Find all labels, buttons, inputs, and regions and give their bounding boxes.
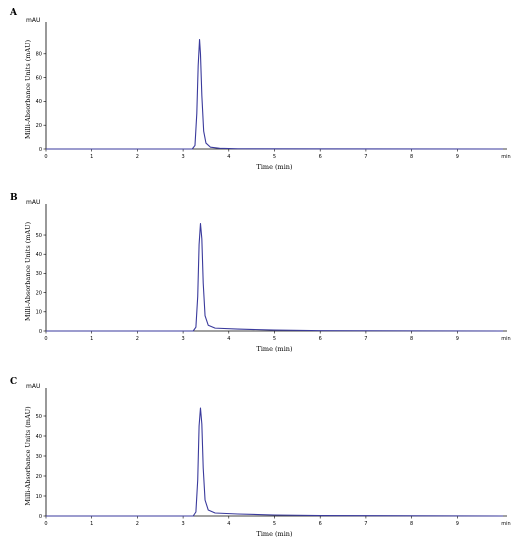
x-axis-title: Time (min) xyxy=(257,345,293,353)
x-tick-label: 4 xyxy=(227,154,230,160)
x-tick-label: 5 xyxy=(273,154,276,160)
x-tick-label: 8 xyxy=(410,521,413,527)
y-axis-title: Milli-Absorbance Units (mAU) xyxy=(24,39,32,139)
y-unit-label: mAU xyxy=(26,199,40,206)
x-tick-label: 0 xyxy=(44,154,47,160)
y-unit-label: mAU xyxy=(26,383,40,390)
x-axis-title: Time (min) xyxy=(257,530,293,538)
x-unit-label: min xyxy=(501,154,510,160)
x-tick-label: 3 xyxy=(182,336,185,342)
x-tick-label: 6 xyxy=(319,521,322,527)
y-tick-label: 0 xyxy=(39,329,42,335)
x-tick-label: 9 xyxy=(456,154,459,160)
y-tick-label: 40 xyxy=(36,252,42,258)
chromatogram-trace xyxy=(46,38,504,150)
y-tick-label: 20 xyxy=(36,474,42,480)
x-tick-label: 6 xyxy=(319,154,322,160)
y-tick-label: 20 xyxy=(36,123,42,129)
y-tick-label: 20 xyxy=(36,290,42,296)
x-tick-label: 2 xyxy=(136,336,139,342)
chromatogram-trace xyxy=(46,222,504,332)
y-tick-label: 10 xyxy=(36,494,42,500)
x-unit-label: min xyxy=(501,336,510,342)
y-tick-label: 80 xyxy=(36,52,42,58)
x-tick-label: 5 xyxy=(273,336,276,342)
y-unit-label: mAU xyxy=(26,17,40,24)
x-tick-label: 2 xyxy=(136,521,139,527)
x-tick-label: 9 xyxy=(456,521,459,527)
chromatogram-trace xyxy=(46,407,504,517)
x-tick-label: 1 xyxy=(90,521,93,527)
y-tick-label: 40 xyxy=(36,434,42,440)
x-tick-label: 1 xyxy=(90,336,93,342)
x-tick-label: 2 xyxy=(136,154,139,160)
panel-label: C xyxy=(10,377,17,387)
x-tick-label: 9 xyxy=(456,336,459,342)
panel-label: A xyxy=(9,8,18,18)
y-tick-label: 30 xyxy=(36,271,42,277)
x-tick-label: 4 xyxy=(227,521,230,527)
x-axis-title: Time (min) xyxy=(257,163,293,171)
x-tick-label: 3 xyxy=(182,521,185,527)
y-tick-label: 40 xyxy=(36,99,42,105)
x-tick-label: 0 xyxy=(44,336,47,342)
x-tick-label: 7 xyxy=(364,521,367,527)
y-tick-label: 0 xyxy=(39,514,42,520)
x-tick-label: 7 xyxy=(364,154,367,160)
x-unit-label: min xyxy=(501,521,510,527)
y-tick-label: 60 xyxy=(36,75,42,81)
y-tick-label: 10 xyxy=(36,310,42,316)
panel-label: B xyxy=(10,193,18,203)
y-tick-label: 50 xyxy=(36,233,42,239)
x-tick-label: 3 xyxy=(182,154,185,160)
y-tick-label: 30 xyxy=(36,454,42,460)
x-tick-label: 8 xyxy=(410,336,413,342)
y-tick-label: 50 xyxy=(36,414,42,420)
y-tick-label: 0 xyxy=(39,147,42,153)
y-axis-title: Milli-Absorbance Units (mAU) xyxy=(24,406,32,506)
x-tick-label: 5 xyxy=(273,521,276,527)
x-tick-label: 7 xyxy=(364,336,367,342)
x-tick-label: 1 xyxy=(90,154,93,160)
x-tick-label: 4 xyxy=(227,336,230,342)
x-tick-label: 8 xyxy=(410,154,413,160)
y-axis-title: Milli-Absorbance Units (mAU) xyxy=(24,221,32,321)
x-tick-label: 0 xyxy=(44,521,47,527)
x-tick-label: 6 xyxy=(319,336,322,342)
